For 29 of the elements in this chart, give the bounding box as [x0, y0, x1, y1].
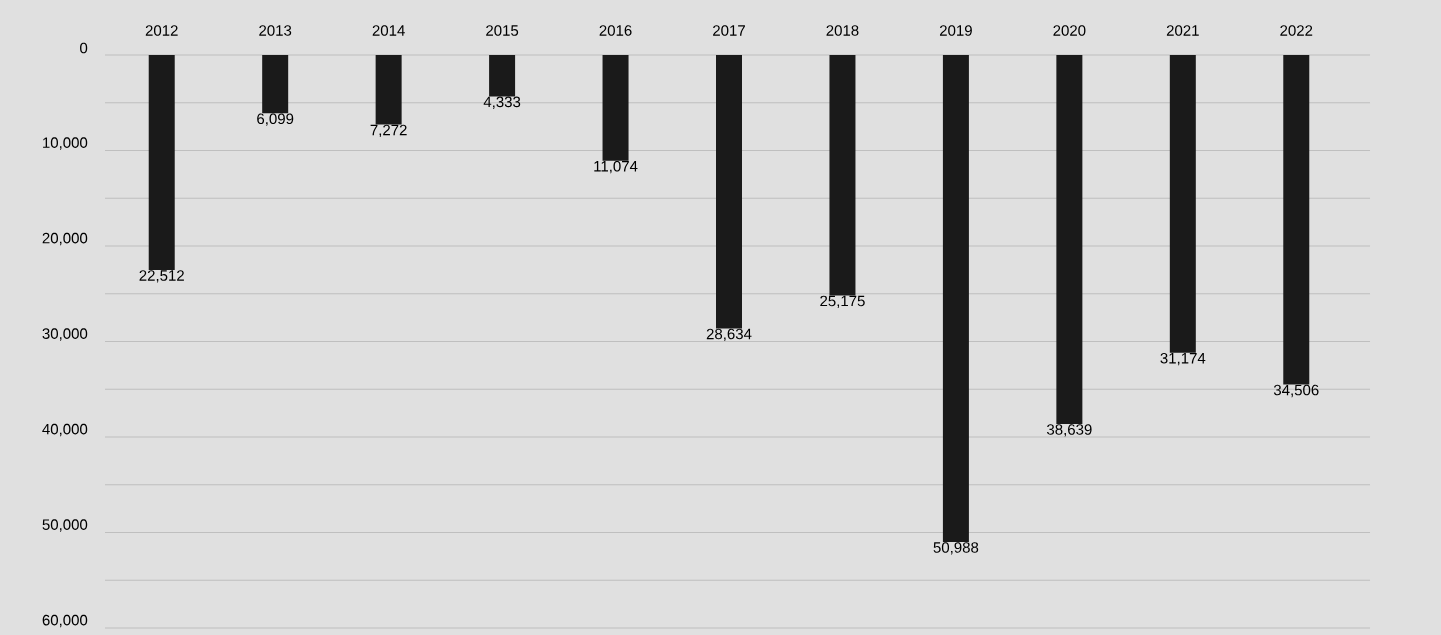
data-label: 25,175 [820, 295, 865, 309]
y-tick-label: 30,000 [42, 328, 88, 341]
x-tick-label: 2021 [1166, 25, 1199, 36]
data-label: 31,174 [1160, 352, 1206, 366]
y-tick-label: 20,000 [42, 232, 88, 246]
data-label: 28,634 [706, 328, 752, 342]
data-label: 22,512 [139, 270, 184, 283]
data-label: 4,333 [483, 96, 521, 109]
y-tick-label: 50,000 [42, 519, 88, 532]
y-tick-label: 60,000 [42, 614, 88, 628]
data-label: 50,988 [933, 542, 979, 555]
x-tick-label: 2022 [1280, 25, 1313, 36]
x-tick-label: 2012 [145, 25, 178, 36]
x-tick-label: 2014 [372, 25, 405, 36]
data-label: 11,074 [594, 160, 638, 174]
x-tick-label: 2015 [486, 25, 519, 36]
x-tick-label: 2016 [599, 25, 632, 36]
y-tick-label: 10,000 [43, 137, 88, 150]
x-tick-label: 2018 [826, 25, 859, 36]
x-tick-label: 2013 [259, 25, 292, 36]
y-tick-label: 40,000 [42, 423, 88, 437]
y-tick-label: 0 [80, 42, 88, 54]
data-label: 38,639 [1046, 424, 1092, 437]
x-tick-label: 2017 [713, 25, 745, 36]
data-label: 6,099 [257, 113, 294, 126]
data-label: 7,272 [370, 124, 407, 138]
data-label: 34,506 [1273, 384, 1319, 398]
x-tick-label: 2019 [939, 25, 972, 36]
x-tick-label: 2020 [1053, 25, 1086, 36]
